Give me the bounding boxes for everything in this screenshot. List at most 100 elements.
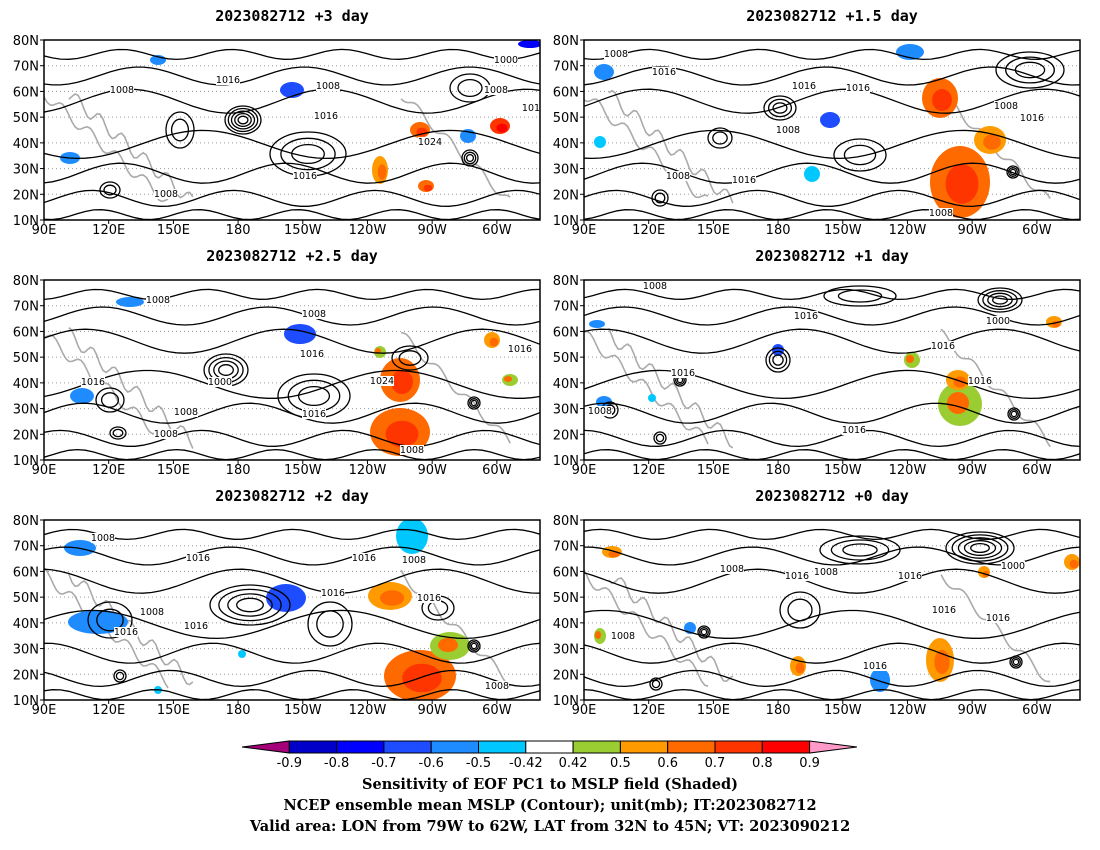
isobar-contour — [467, 396, 481, 410]
isobar-contour — [112, 428, 124, 438]
isobar-contour — [697, 625, 711, 639]
isobar-contour — [209, 584, 291, 626]
isobar-contour — [170, 118, 190, 142]
isobar-contour — [992, 295, 1008, 305]
sensitivity-shading — [377, 164, 387, 180]
contour-label: 1008 — [994, 101, 1018, 112]
colorbar-tick-label: 0.8 — [752, 756, 773, 771]
lat-tick-label: 30N — [553, 643, 579, 658]
isobar-contour — [236, 597, 264, 613]
isobar-contour — [280, 137, 336, 171]
contour-label-bg — [932, 605, 956, 615]
isobar-contour — [44, 288, 540, 301]
lon-tick-label: 120E — [632, 463, 665, 478]
isobar-contour — [457, 78, 483, 98]
lat-tick-label: 10N — [13, 214, 39, 229]
contour-label: 1016 — [184, 621, 208, 632]
sensitivity-shading — [589, 320, 605, 328]
lon-tick-label: 120E — [92, 463, 125, 478]
isobar-contour — [1009, 168, 1017, 176]
lon-tick-label: 120E — [632, 223, 665, 238]
contour-label: 1016 — [671, 368, 695, 379]
isobar-contour — [1006, 165, 1020, 179]
contour-label: 1008 — [666, 171, 690, 182]
panel-frame — [583, 39, 1081, 221]
colorbar-swatch — [714, 740, 763, 754]
colorbar-tick-label: 0.7 — [705, 756, 726, 771]
contour-label-bg — [732, 175, 756, 185]
lon-tick-label: 90W — [957, 463, 987, 478]
isobar-contour — [712, 131, 728, 145]
contour-label-bg — [814, 567, 838, 577]
isobar-contour — [584, 642, 1080, 664]
map-panels: 2023082712 +3 day 1008 1016 1008 1016 1024 101… — [13, 7, 1081, 718]
colorbar: -0.9 -0.8 -0.7 -0.6 -0.5 -0.42 0.42 0.5 0.6 0.7 0.… — [241, 740, 857, 771]
contour-label: 1016 — [931, 341, 955, 352]
contour-label: 1008 — [484, 85, 508, 96]
isobar-contour — [843, 144, 877, 166]
lon-tick-label: 90E — [32, 463, 57, 478]
lon-tick-label: 150W — [824, 223, 862, 238]
contour-label: 1008 — [814, 567, 838, 578]
lon-tick-label: 150W — [284, 223, 322, 238]
isobar-contour — [772, 102, 788, 114]
isobar-contour — [113, 669, 127, 683]
colorbar-swatch — [525, 740, 574, 754]
sensitivity-shading — [953, 376, 967, 388]
contour-label-bg — [1001, 561, 1025, 571]
contour-label-bg — [300, 349, 324, 359]
contour-label: 1016 — [732, 175, 756, 186]
lon-tick-label: 180 — [226, 463, 251, 478]
contour-label: 1016 — [302, 409, 326, 420]
contour-label-bg — [485, 681, 509, 691]
lat-tick-label: 70N — [13, 540, 39, 555]
map-content: 1008 1016 1008 1016 1024 1016 1000 1008 101 1008 — [44, 40, 540, 220]
lon-tick-label: 120W — [349, 463, 387, 478]
lon-tick-label: 90E — [572, 463, 597, 478]
contour-label: 1016 — [986, 613, 1010, 624]
contour-label: 1008 — [154, 429, 178, 440]
caption-line-3: Valid area: LON from 79W to 62W, LAT fro… — [249, 818, 851, 835]
contour-label-bg — [418, 137, 442, 147]
coastline — [68, 573, 194, 686]
contour-label-bg — [216, 75, 240, 85]
lat-tick-label: 70N — [553, 540, 579, 555]
isobar-contour — [651, 679, 661, 689]
contour-label: 1016 — [321, 588, 345, 599]
contour-label-bg — [352, 553, 376, 563]
contour-label: 1016 — [842, 425, 866, 436]
contour-label-bg — [114, 627, 138, 637]
isobar-contour — [291, 143, 325, 165]
lon-tick-label: 120W — [889, 703, 927, 718]
isobar-contour — [469, 641, 479, 651]
isobar-contour — [767, 98, 793, 118]
map-content: 1008 1016 1008 1016 1000 1016 1016 1008 1016 — [584, 528, 1080, 700]
lat-tick-label: 20N — [13, 188, 39, 203]
isobar-contour — [970, 542, 990, 554]
isobar-contour — [398, 350, 422, 366]
contour-label: 1016 — [863, 661, 887, 672]
isobar-contour — [787, 598, 813, 622]
contour-label-bg — [776, 125, 800, 135]
contour-label: 1016 — [216, 75, 240, 86]
colorbar-tick-label: -0.42 — [509, 756, 543, 771]
isobar-contour — [982, 290, 1018, 310]
map-panel-6: 2023082712 +0 day 1008 1016 1008 1016 1000 101… — [553, 487, 1081, 718]
lon-tick-label: 120W — [889, 463, 927, 478]
lat-tick-label: 60N — [13, 85, 39, 100]
sensitivity-shading — [595, 631, 601, 639]
contour-label: 1016 — [932, 605, 956, 616]
contour-label-bg — [154, 429, 178, 439]
map-content: 1008 1008 1016 1016 1000 1016 1024 1008 1016 1008… — [44, 288, 540, 460]
lat-tick-label: 20N — [553, 428, 579, 443]
sensitivity-shading — [423, 184, 433, 192]
lon-tick-label: 120W — [349, 223, 387, 238]
lat-tick-label: 40N — [13, 377, 39, 392]
coastline — [608, 89, 734, 204]
contour-label-bg — [588, 406, 612, 416]
lat-tick-label: 50N — [13, 111, 39, 126]
panel-title: 2023082712 +0 day — [755, 487, 909, 505]
sensitivity-shading — [932, 89, 952, 111]
sensitivity-shading — [402, 663, 442, 693]
